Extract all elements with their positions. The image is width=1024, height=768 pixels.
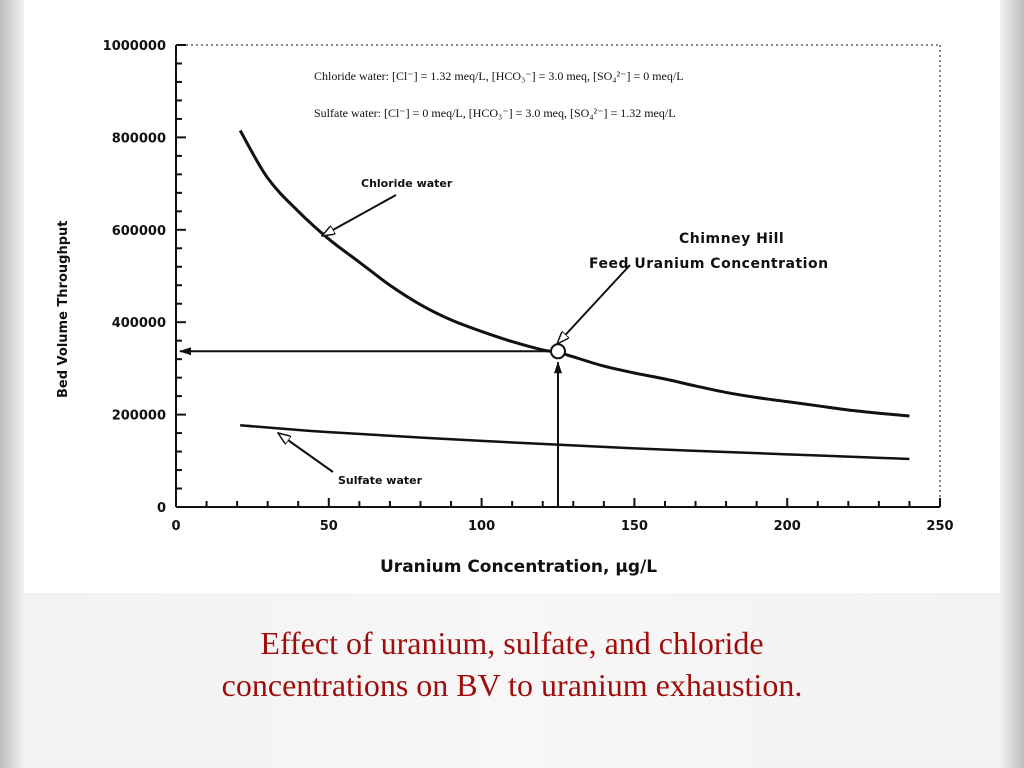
feed-title-line1: Chimney Hill — [679, 231, 784, 247]
axis-ticks: 0 50 100 150 200 250 0 200000 400000 600000 800000… — [103, 39, 954, 534]
y-tick-label: 800000 — [112, 131, 166, 146]
y-axis-title: Bed Volume Throughput — [56, 221, 71, 399]
x-tick-label: 150 — [621, 519, 648, 534]
caption-line-2: concentrations on BV to uranium exhausti… — [221, 667, 803, 703]
x-tick-label: 0 — [171, 519, 180, 534]
sulfate-water-curve — [240, 423, 910, 461]
chart-series — [238, 129, 910, 461]
sulfate-label-pointer — [278, 433, 334, 473]
x-axis-title: Uranium Concentration, μg/L — [380, 557, 657, 577]
chart-image-panel: 0 50 100 150 200 250 0 200000 400000 600000 800000… — [24, 0, 1000, 593]
chart-svg: 0 50 100 150 200 250 0 200000 400000 600000 800000… — [56, 39, 954, 577]
y-tick-label: 200000 — [112, 409, 166, 424]
x-tick-label: 50 — [320, 519, 338, 534]
slide-caption: Effect of uranium, sulfate, and chloride… — [0, 622, 1024, 706]
feed-point-marker — [550, 343, 566, 360]
y-tick-label: 400000 — [112, 316, 166, 331]
caption-line-1: Effect of uranium, sulfate, and chloride — [260, 625, 764, 661]
chloride-water-curve — [238, 129, 910, 418]
y-tick-label: 0 — [157, 501, 166, 516]
sulfate-water-label: Sulfate water — [338, 474, 423, 487]
y-tick-label: 600000 — [112, 224, 166, 239]
legend-sulfate-conditions: Sulfate water: [Cl⁻] = 0 meq/L, [HCO₃⁻] … — [314, 106, 676, 120]
x-tick-label: 250 — [926, 519, 953, 534]
chloride-water-label: Chloride water — [361, 177, 453, 190]
legend-chloride-conditions: Chloride water: [Cl⁻] = 1.32 meq/L, [HCO… — [314, 69, 684, 83]
chart-annotations: Chloride water: [Cl⁻] = 1.32 meq/L, [HCO… — [179, 69, 829, 507]
chloride-label-pointer — [322, 194, 397, 236]
x-tick-label: 100 — [468, 519, 495, 534]
y-tick-label: 1000000 — [103, 39, 166, 54]
feed-label-pointer — [557, 264, 631, 344]
x-tick-label: 200 — [774, 519, 801, 534]
feed-title-line2: Feed Uranium Concentration — [589, 256, 829, 272]
